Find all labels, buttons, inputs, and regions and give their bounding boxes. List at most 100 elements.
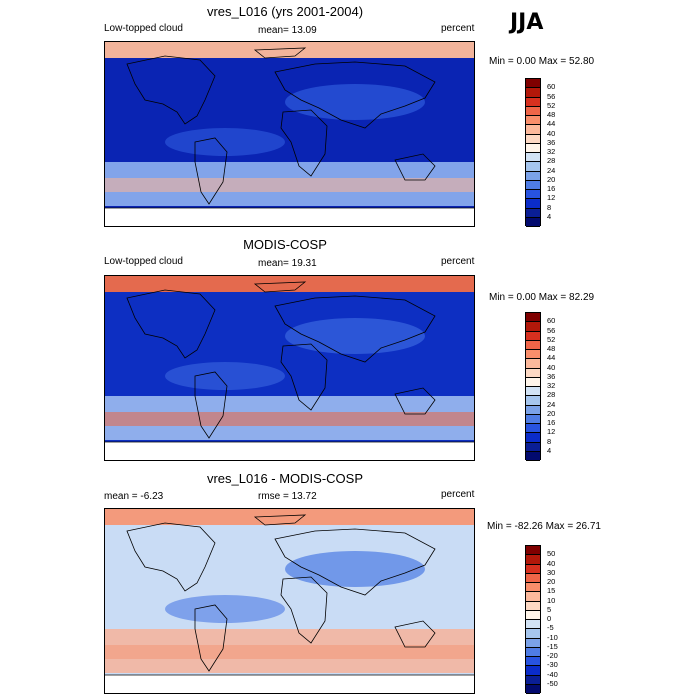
colorbar-swatch bbox=[526, 564, 540, 574]
colorbar-swatch bbox=[526, 387, 540, 397]
coastline bbox=[253, 514, 307, 526]
colorbar-swatch bbox=[526, 331, 540, 341]
colorbar bbox=[525, 78, 541, 227]
coastline bbox=[280, 109, 328, 177]
panel-title: MODIS-COSP bbox=[243, 237, 327, 252]
map-plot bbox=[104, 275, 475, 461]
coastline bbox=[126, 55, 216, 125]
colorbar-tick-label: 16 bbox=[547, 418, 556, 427]
colorbar-swatch bbox=[526, 377, 540, 387]
colorbar-swatch bbox=[526, 106, 540, 116]
coastline bbox=[126, 522, 216, 592]
colorbar-tick-label: 20 bbox=[547, 577, 556, 586]
colorbar-tick-label: 50 bbox=[547, 549, 556, 559]
colorbar-tick-label: 44 bbox=[547, 119, 556, 129]
colorbar-swatch bbox=[526, 171, 540, 181]
minmax-label: Min = -82.26 Max = 26.71 bbox=[487, 521, 601, 532]
colorbar-tick-label: 28 bbox=[547, 156, 556, 166]
colorbar-swatch bbox=[526, 647, 540, 657]
colorbar-swatch bbox=[526, 405, 540, 415]
colorbar-swatch bbox=[526, 97, 540, 107]
colorbar-swatch bbox=[526, 657, 540, 667]
colorbar-swatch bbox=[526, 116, 540, 126]
colorbar-tick-label: 4 bbox=[547, 445, 552, 455]
colorbar-swatch bbox=[526, 208, 540, 218]
colorbar-tick-label: 16 bbox=[547, 184, 556, 193]
colorbar-tick-label: 20 bbox=[547, 408, 556, 418]
colorbar-tick-label: 8 bbox=[547, 436, 552, 446]
coastline bbox=[194, 604, 228, 672]
coastline bbox=[194, 137, 228, 205]
colorbar-tick-label: 12 bbox=[547, 427, 556, 437]
colorbar-swatch bbox=[526, 190, 540, 200]
field-label: Low-topped cloud bbox=[104, 256, 183, 267]
colorbar-swatch bbox=[526, 601, 540, 611]
colorbar-swatch bbox=[526, 451, 540, 461]
colorbar-swatch bbox=[526, 313, 540, 323]
colorbar-tick-label: 0 bbox=[547, 614, 552, 623]
colorbar-tick-label: 24 bbox=[547, 165, 556, 175]
units-label: percent bbox=[441, 489, 475, 500]
colorbar-swatch bbox=[526, 666, 540, 676]
colorbar-swatch bbox=[526, 180, 540, 190]
coastline bbox=[274, 295, 436, 363]
colorbar-swatch bbox=[526, 573, 540, 583]
colorbar-tick-label: 30 bbox=[547, 567, 556, 577]
mean-label: mean= 13.09 bbox=[258, 25, 317, 36]
colorbar-swatch bbox=[526, 629, 540, 639]
colorbar-swatch bbox=[526, 396, 540, 406]
colorbar-tick-label: 5 bbox=[547, 604, 552, 614]
colorbar-swatch bbox=[526, 675, 540, 685]
colorbar-tick-label: 24 bbox=[547, 399, 556, 409]
colorbar-swatch bbox=[526, 199, 540, 209]
map-field bbox=[105, 42, 474, 226]
colorbar-swatch bbox=[526, 424, 540, 434]
colorbar-swatch bbox=[526, 610, 540, 620]
map-plot bbox=[104, 508, 475, 694]
coastline bbox=[253, 281, 307, 293]
coastline bbox=[253, 47, 307, 59]
colorbar-tick-label: 48 bbox=[547, 344, 556, 353]
panel-title: vres_L016 (yrs 2001-2004) bbox=[206, 4, 364, 19]
colorbar-swatch bbox=[526, 620, 540, 630]
colorbar-tick-label: -30 bbox=[547, 660, 558, 670]
colorbar-swatch bbox=[526, 555, 540, 565]
field-label: Low-topped cloud bbox=[104, 23, 183, 34]
colorbar-tick-label: 15 bbox=[547, 586, 556, 596]
coastline bbox=[194, 371, 228, 439]
coastline bbox=[274, 528, 436, 596]
colorbar-swatch bbox=[526, 414, 540, 424]
colorbar-swatch bbox=[526, 125, 540, 135]
colorbar-swatch bbox=[526, 88, 540, 98]
colorbar-tick-label: 56 bbox=[547, 91, 556, 101]
colorbar-tick-label: -5 bbox=[547, 623, 554, 633]
colorbar-tick-label: -10 bbox=[547, 632, 558, 642]
colorbar-tick-label: 32 bbox=[547, 381, 556, 390]
colorbar-tick-label: 12 bbox=[547, 193, 556, 203]
colorbar-tick-label: 52 bbox=[547, 334, 556, 344]
map-field bbox=[105, 509, 474, 693]
colorbar-tick-label: 10 bbox=[547, 595, 556, 605]
colorbar-swatch bbox=[526, 592, 540, 602]
colorbar-tick-label: 56 bbox=[547, 325, 556, 335]
coastline bbox=[394, 620, 436, 648]
map-plot bbox=[104, 41, 475, 227]
mean-label: mean= 19.31 bbox=[258, 258, 317, 269]
colorbar-swatch bbox=[526, 583, 540, 593]
colorbar-tick-label: 52 bbox=[547, 100, 556, 110]
colorbar-swatch bbox=[526, 350, 540, 360]
panel-title: vres_L016 - MODIS-COSP bbox=[206, 471, 364, 486]
coastline bbox=[280, 343, 328, 411]
units-label: percent bbox=[441, 256, 475, 267]
colorbar-tick-label: -20 bbox=[547, 651, 558, 660]
colorbar-swatch bbox=[526, 442, 540, 452]
colorbar-tick-label: 28 bbox=[547, 390, 556, 400]
colorbar-swatch bbox=[526, 684, 540, 694]
colorbar-tick-label: 32 bbox=[547, 147, 556, 156]
map-field bbox=[105, 276, 474, 460]
season-label: JJA bbox=[510, 10, 544, 35]
colorbar-swatch bbox=[526, 340, 540, 350]
colorbar-tick-label: 44 bbox=[547, 353, 556, 363]
colorbar-tick-label: 8 bbox=[547, 202, 552, 212]
colorbar-tick-label: 40 bbox=[547, 128, 556, 138]
